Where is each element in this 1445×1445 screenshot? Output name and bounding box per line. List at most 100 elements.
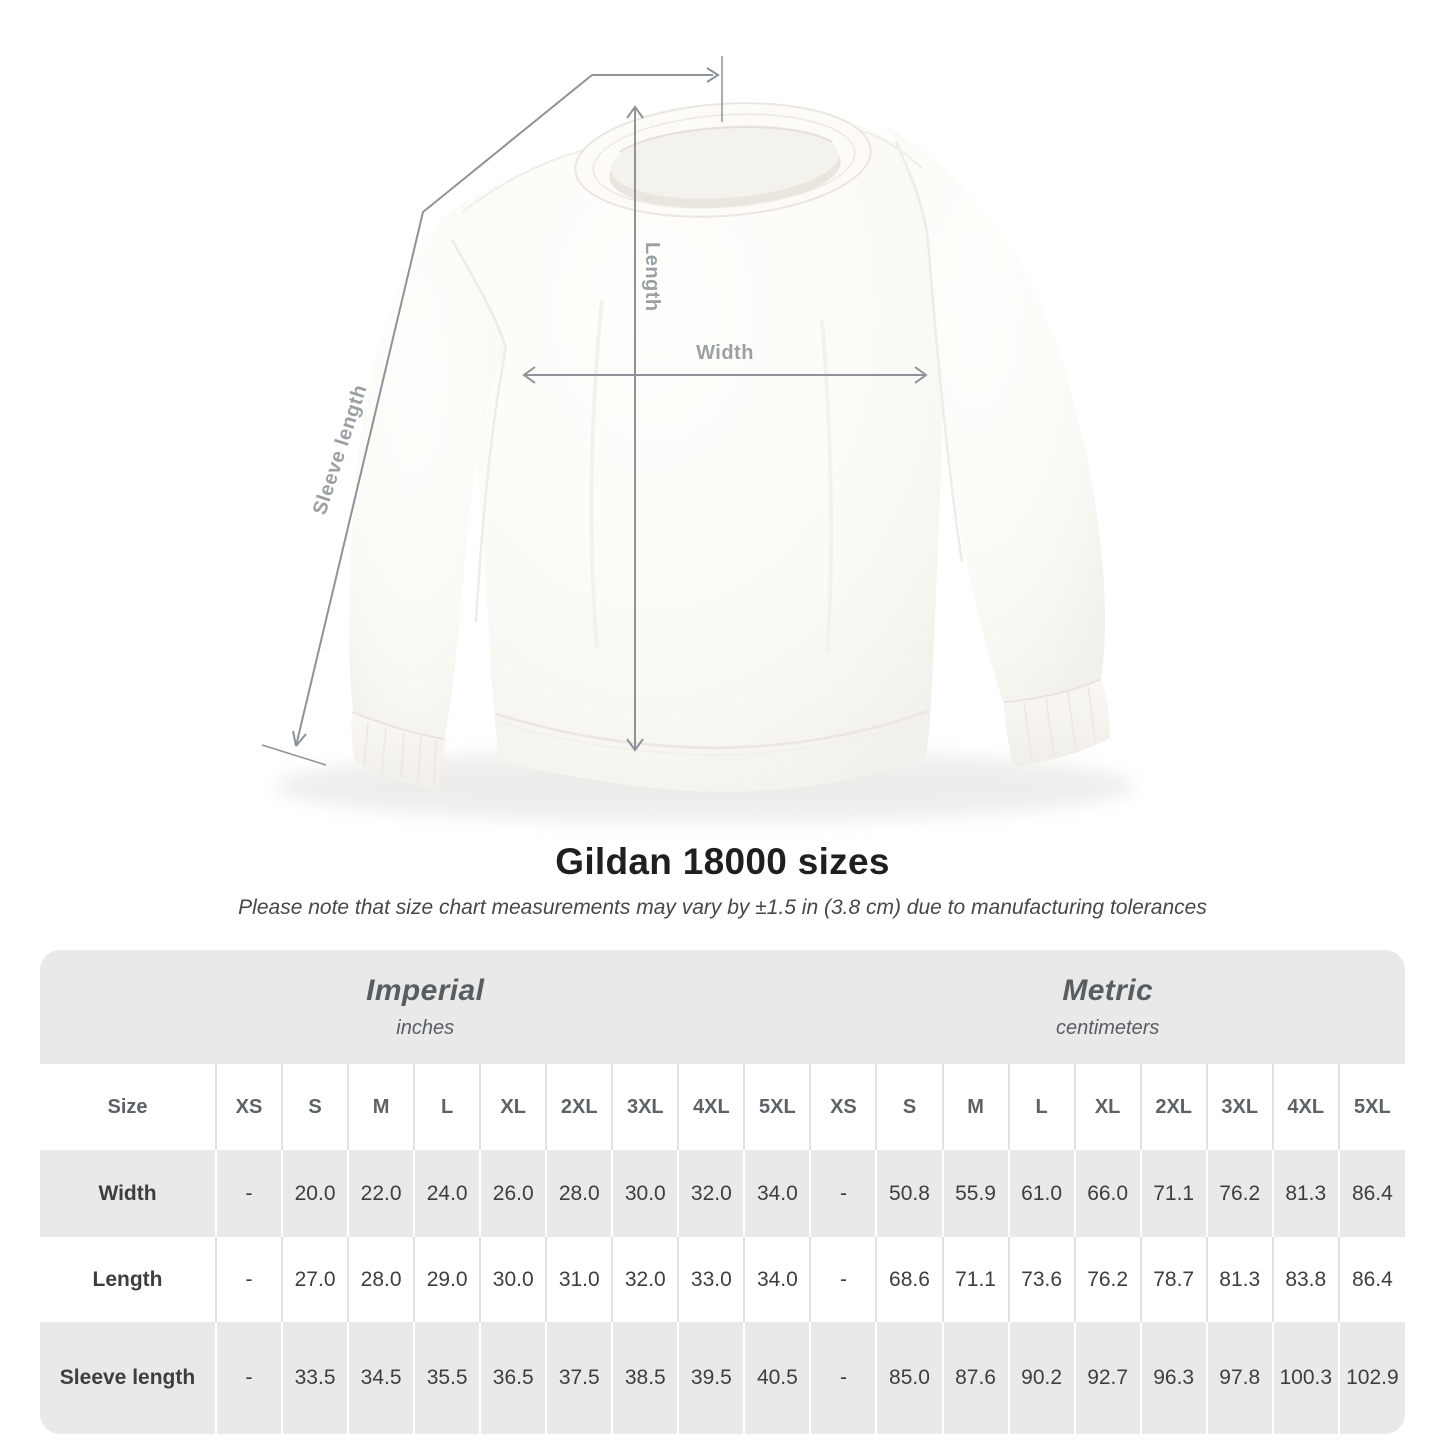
value-cell: 55.9 (941, 1150, 1009, 1237)
value-cell: - (214, 1322, 283, 1434)
value-cell: - (214, 1150, 283, 1237)
value-cell: 22.0 (347, 1150, 415, 1237)
right-cuff-ribs (1023, 684, 1096, 763)
value-cell: - (809, 1150, 877, 1237)
left-cuff-ribs (363, 721, 437, 787)
collar (574, 102, 872, 218)
size-header: Size (40, 1064, 216, 1150)
value-cell: 81.3 (1205, 1237, 1273, 1322)
size-col-header: L (1007, 1064, 1075, 1150)
value-cell: 87.6 (941, 1322, 1009, 1434)
value-cell: 76.2 (1073, 1237, 1141, 1322)
sweatshirt-body (438, 104, 950, 792)
measurement-annotations (261, 56, 928, 766)
row-label: Length (40, 1237, 216, 1322)
size-col-header: 2XL (545, 1064, 613, 1150)
size-col-header: 3XL (1205, 1064, 1273, 1150)
length-arrow (626, 105, 644, 752)
value-cell: 31.0 (545, 1237, 613, 1322)
size-table-container: Imperial inches Metric centimeters Size … (40, 950, 1405, 1434)
size-col-header: 3XL (611, 1064, 679, 1150)
left-sleeve (349, 218, 506, 741)
product-measurement-diagram: Length Width Sleeve length (261, 56, 1135, 822)
size-col-header: 2XL (1139, 1064, 1207, 1150)
row-label: Width (40, 1150, 216, 1237)
left-cuff (351, 712, 445, 791)
value-cell: 90.2 (1007, 1322, 1075, 1434)
size-col-header: XS (214, 1064, 283, 1150)
size-header-row: Size XS S M L XL 2XL 3XL 4XL 5XL XS S M … (40, 1064, 1405, 1150)
metric-band: Metric centimeters (810, 950, 1405, 1064)
value-cell: 28.0 (545, 1150, 613, 1237)
size-col-header: XS (809, 1064, 877, 1150)
imperial-band: Imperial inches (40, 950, 811, 1064)
value-cell: 32.0 (677, 1150, 745, 1237)
size-col-header: 4XL (677, 1064, 745, 1150)
size-col-header: L (413, 1064, 481, 1150)
value-cell: 92.7 (1073, 1322, 1141, 1434)
value-cell: 30.0 (611, 1150, 679, 1237)
size-col-header: 5XL (743, 1064, 811, 1150)
value-cell: 71.1 (1139, 1150, 1207, 1237)
value-cell: 50.8 (875, 1150, 943, 1237)
width-arrow (522, 366, 928, 384)
size-col-header: 5XL (1337, 1064, 1405, 1150)
row-label: Sleeve length (40, 1322, 216, 1434)
value-cell: - (809, 1322, 877, 1434)
size-col-header: 4XL (1271, 1064, 1339, 1150)
sleeve-end-tick (261, 744, 327, 766)
value-cell: 83.8 (1271, 1237, 1339, 1322)
value-cell: 73.6 (1007, 1237, 1075, 1322)
value-cell: 30.0 (479, 1237, 547, 1322)
page-subtitle: Please note that size chart measurements… (238, 896, 1207, 919)
value-cell: 40.5 (743, 1322, 811, 1434)
size-col-header: S (281, 1064, 349, 1150)
left-cuff-seam (351, 711, 446, 740)
value-cell: 32.0 (611, 1237, 679, 1322)
sleeve-length-arrow (261, 56, 723, 766)
value-cell: 27.0 (281, 1237, 349, 1322)
sweatshirt-graphic (349, 102, 1110, 792)
size-col-header: XL (479, 1064, 547, 1150)
value-cell: 66.0 (1073, 1150, 1141, 1237)
value-cell: 33.5 (281, 1322, 349, 1434)
metric-label: Metric (1062, 974, 1154, 1007)
value-cell: 96.3 (1139, 1322, 1207, 1434)
size-table: Imperial inches Metric centimeters Size … (40, 950, 1405, 1434)
size-col-header: M (941, 1064, 1009, 1150)
right-armhole-seam (894, 141, 964, 563)
value-cell: 29.0 (413, 1237, 481, 1322)
value-cell: 34.0 (743, 1150, 811, 1237)
size-col-header: XL (1073, 1064, 1141, 1150)
metric-sublabel: centimeters (1056, 1017, 1160, 1039)
value-cell: 61.0 (1007, 1150, 1075, 1237)
width-label: Width (696, 342, 754, 364)
value-cell: 85.0 (875, 1322, 943, 1434)
value-cell: 86.4 (1337, 1237, 1405, 1322)
value-cell: 20.0 (281, 1150, 349, 1237)
value-cell: 34.0 (743, 1237, 811, 1322)
value-cell: 76.2 (1205, 1150, 1273, 1237)
value-cell: 78.7 (1139, 1237, 1207, 1322)
value-cell: 36.5 (479, 1322, 547, 1434)
value-cell: 102.9 (1337, 1322, 1405, 1434)
fabric-fold (589, 299, 604, 649)
value-cell: 28.0 (347, 1237, 415, 1322)
value-cell: 33.0 (677, 1237, 745, 1322)
value-cell: 97.8 (1205, 1322, 1273, 1434)
value-cell: 26.0 (479, 1150, 547, 1237)
size-col-header: S (875, 1064, 943, 1150)
page-title: Gildan 18000 sizes (555, 841, 890, 882)
table-row-length: Length - 27.0 28.0 29.0 30.0 31.0 32.0 3… (40, 1237, 1405, 1322)
value-cell: 37.5 (545, 1322, 613, 1434)
value-cell: 39.5 (677, 1322, 745, 1434)
right-sleeve (884, 126, 1106, 703)
value-cell: - (809, 1237, 877, 1322)
waistband-seam (495, 709, 929, 750)
value-cell: 86.4 (1337, 1150, 1405, 1237)
value-cell: 24.0 (413, 1150, 481, 1237)
imperial-sublabel: inches (396, 1017, 455, 1039)
value-cell: 34.5 (347, 1322, 415, 1434)
value-cell: 100.3 (1271, 1322, 1339, 1434)
imperial-label: Imperial (366, 974, 485, 1007)
